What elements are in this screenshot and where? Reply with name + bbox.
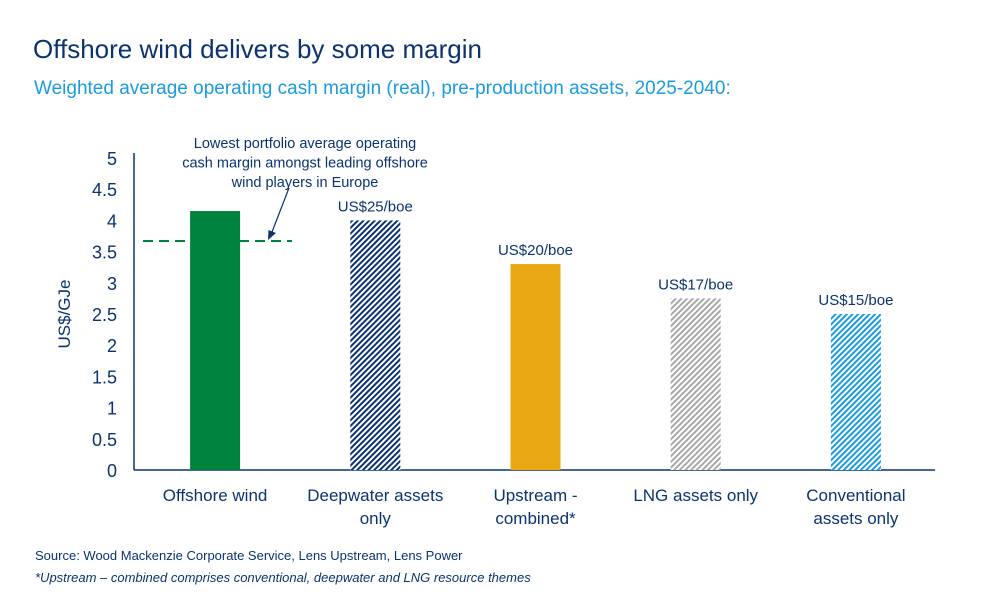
- data-label: US$25/boe: [338, 198, 413, 215]
- bar: [670, 298, 721, 470]
- source-note: Source: Wood Mackenzie Corporate Service…: [35, 548, 463, 563]
- y-tick-label: 3: [107, 274, 117, 294]
- y-tick-label: 1.5: [92, 367, 117, 387]
- arrowhead-icon: [268, 230, 276, 240]
- y-tick-label: 2.5: [92, 305, 117, 325]
- data-label: US$17/boe: [658, 276, 733, 293]
- x-tick-label: Upstream -: [493, 486, 577, 505]
- x-tick-label: LNG assets only: [633, 486, 758, 505]
- y-tick-label: 4.5: [92, 180, 117, 200]
- y-tick-label: 4: [107, 211, 117, 231]
- bar: [350, 220, 401, 470]
- y-tick-label: 2: [107, 336, 117, 356]
- x-tick-label: Conventional: [806, 486, 905, 505]
- data-label: US$20/boe: [498, 242, 573, 259]
- y-tick-label: 5: [107, 149, 117, 169]
- footnote: *Upstream – combined comprises conventio…: [35, 570, 531, 585]
- x-tick-label: Offshore wind: [163, 486, 268, 505]
- x-tick-label: only: [360, 509, 392, 528]
- bar: [190, 211, 241, 471]
- data-label: US$15/boe: [818, 292, 893, 309]
- x-tick-label: combined*: [495, 509, 576, 528]
- chart-title: Offshore wind delivers by some margin: [33, 34, 482, 64]
- annotation-text: wind players in Europe: [231, 175, 379, 191]
- chart-subtitle: Weighted average operating cash margin (…: [34, 78, 731, 99]
- x-tick-label: assets only: [813, 509, 899, 528]
- bar: [830, 314, 881, 470]
- y-tick-label: 1: [107, 399, 117, 419]
- y-axis-label: US$/GJe: [55, 280, 74, 349]
- y-tick-label: 0.5: [92, 430, 117, 450]
- annotation-text: cash margin amongst leading offshore: [182, 156, 428, 172]
- annotation-arrow: [271, 187, 290, 233]
- bar: [510, 264, 561, 470]
- y-tick-label: 0: [107, 461, 117, 481]
- x-tick-label: Deepwater assets: [307, 486, 443, 505]
- y-tick-label: 3.5: [92, 243, 117, 263]
- annotation-text: Lowest portfolio average operating: [194, 136, 416, 152]
